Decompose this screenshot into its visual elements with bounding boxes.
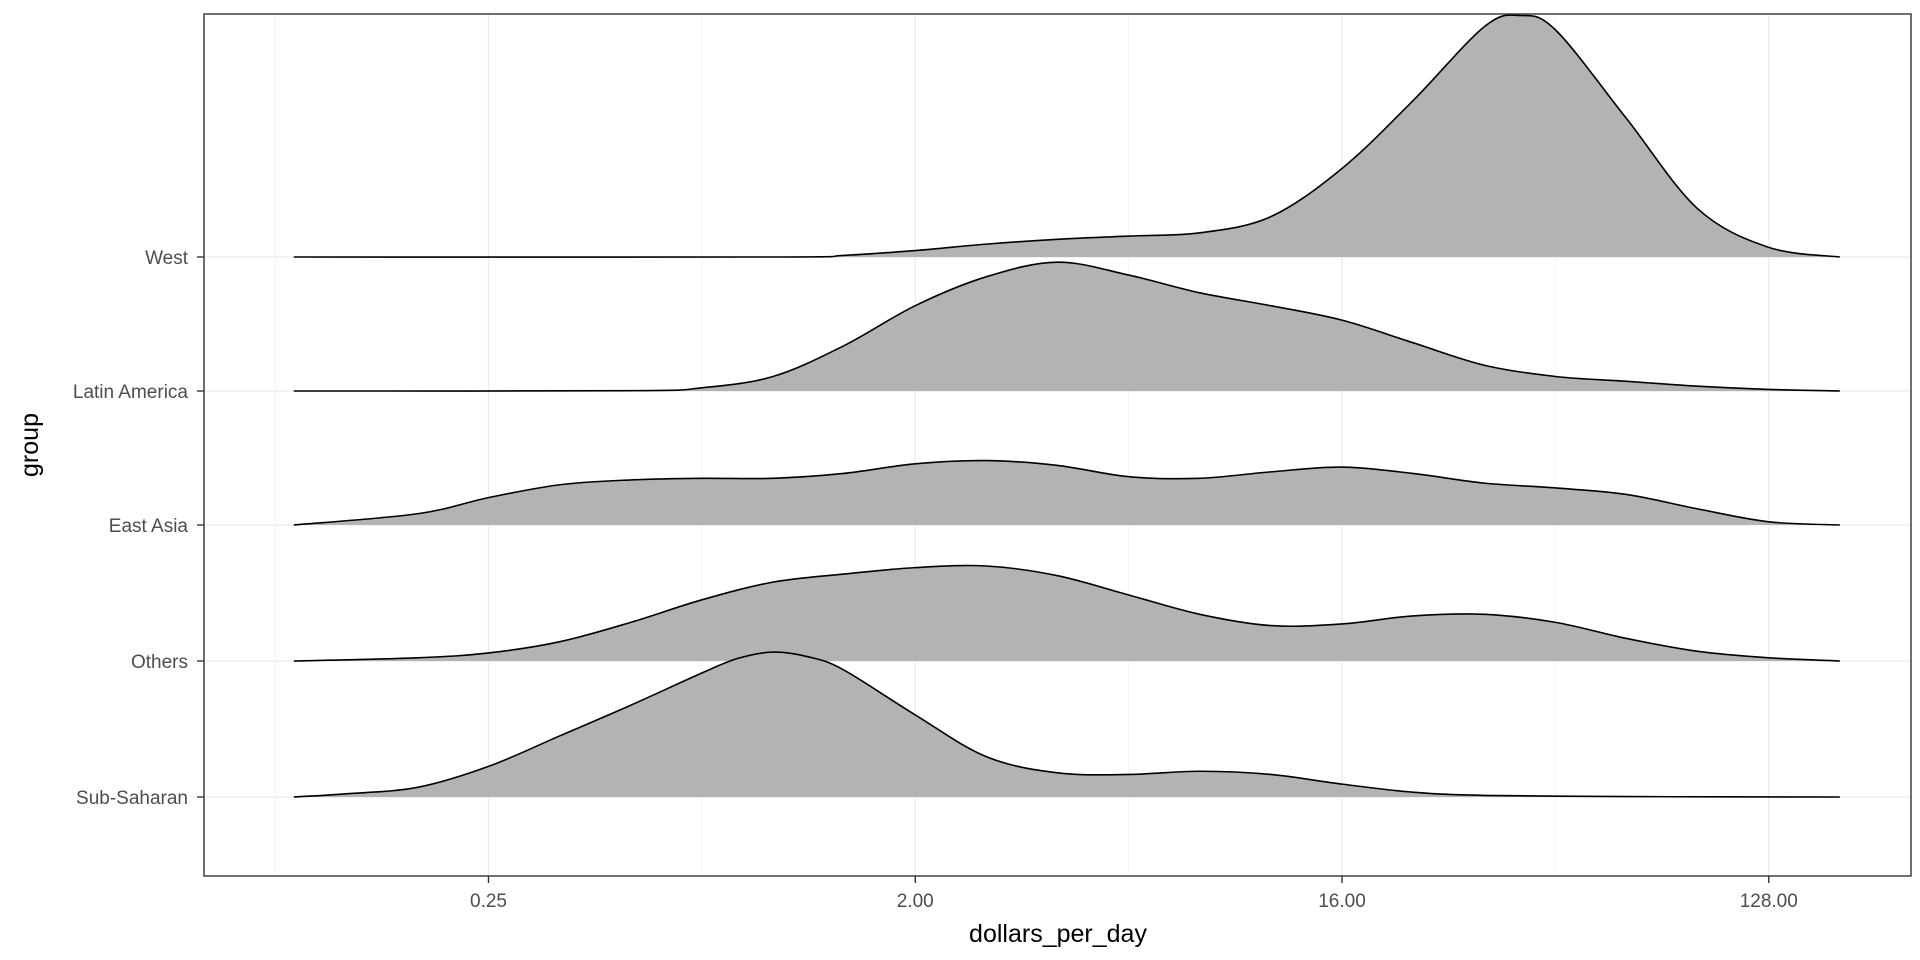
x-axis-title: dollars_per_day [969, 920, 1147, 948]
x-tick-label: 0.25 [470, 891, 507, 912]
y-tick-label: Others [131, 652, 188, 673]
y-tick-label: East Asia [109, 516, 189, 537]
y-tick-label: Latin America [73, 382, 189, 403]
ridge-outline [293, 651, 1840, 798]
y-tick-label: Sub-Saharan [76, 788, 188, 809]
x-tick-label: 2.00 [897, 891, 934, 912]
ridge-area [293, 460, 1840, 525]
panel-border [203, 13, 1912, 877]
ridge-outline [293, 261, 1840, 392]
x-tick-label: 128.00 [1740, 891, 1798, 912]
ridge-area [293, 565, 1840, 661]
grid-layer [204, 14, 1911, 876]
y-axis-title: group [16, 413, 44, 477]
ridge-others [293, 564, 1840, 662]
y-tick-label: West [145, 248, 189, 269]
ridge-area [293, 15, 1840, 258]
x-tick-label: 16.00 [1318, 891, 1366, 912]
axis-layer: 0.25 2.00 16.00 128.00 Sub-Saharan Others East… [73, 248, 1798, 912]
ridge-area [293, 262, 1840, 392]
ridge-west [293, 14, 1840, 258]
ridge-area [293, 652, 1840, 797]
ridge-layer [293, 14, 1840, 798]
ridge-outline [293, 14, 1840, 258]
ridge-east-asia [293, 459, 1840, 526]
ridge-latin-america [293, 261, 1840, 392]
ridge-outline [293, 564, 1840, 662]
ridge-sub-saharan [293, 651, 1840, 798]
ridge-outline [293, 459, 1840, 526]
